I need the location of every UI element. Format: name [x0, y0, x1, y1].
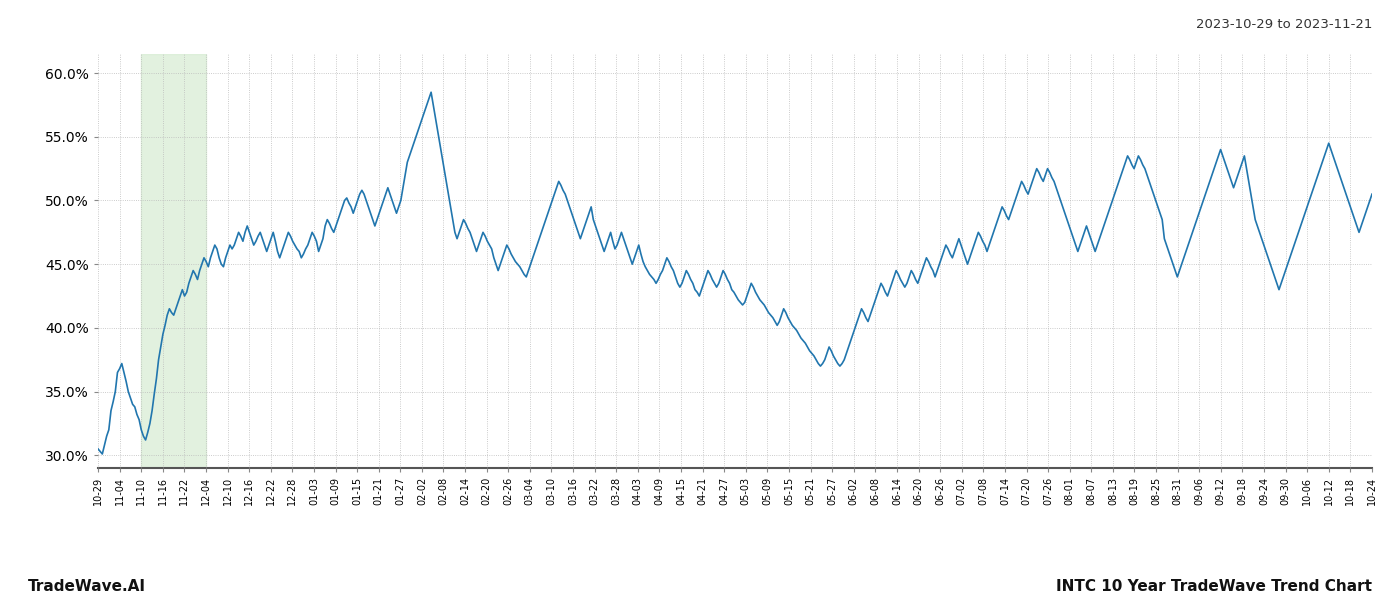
- Text: INTC 10 Year TradeWave Trend Chart: INTC 10 Year TradeWave Trend Chart: [1056, 579, 1372, 594]
- Text: 2023-10-29 to 2023-11-21: 2023-10-29 to 2023-11-21: [1196, 18, 1372, 31]
- Text: TradeWave.AI: TradeWave.AI: [28, 579, 146, 594]
- Bar: [141, 54, 206, 468]
